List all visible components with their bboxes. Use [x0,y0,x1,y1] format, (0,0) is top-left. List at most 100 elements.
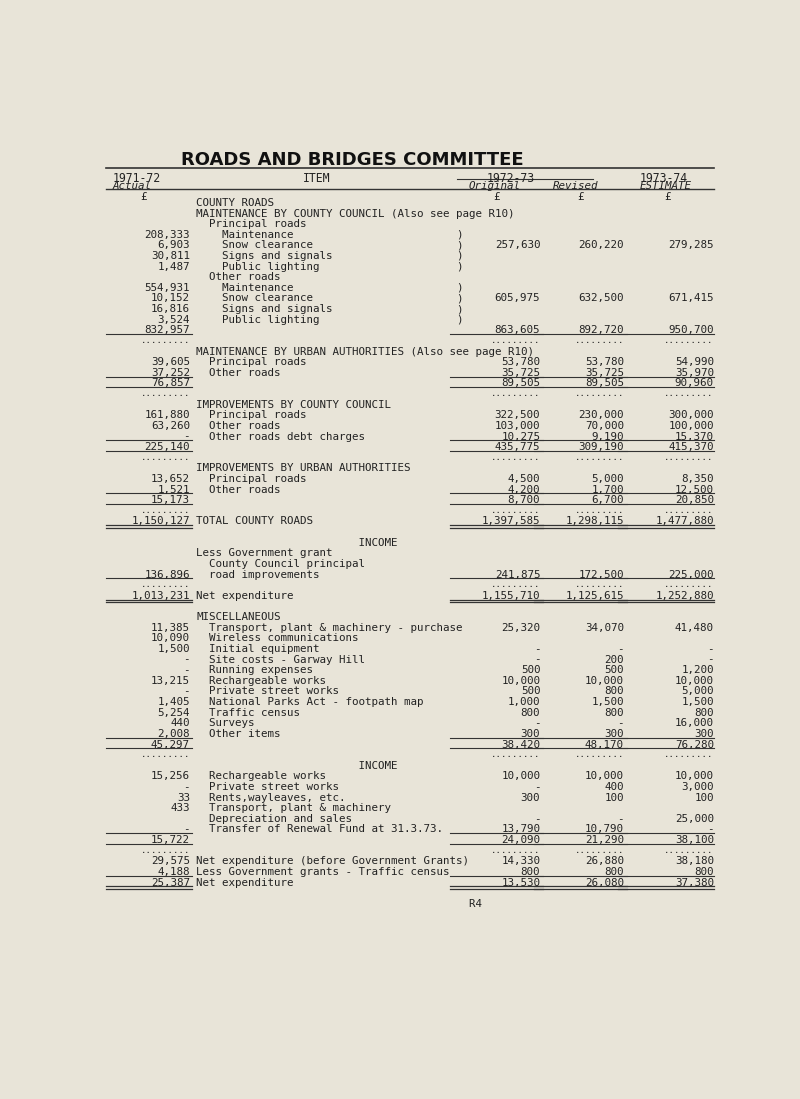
Text: INCOME: INCOME [196,537,398,547]
Text: -: - [183,655,190,665]
Text: 300: 300 [521,792,540,802]
Text: 260,220: 260,220 [578,241,624,251]
Text: Signs and signals: Signs and signals [196,251,333,260]
Text: .........: ......... [664,846,714,855]
Text: Principal roads: Principal roads [196,357,306,367]
Text: 605,975: 605,975 [494,293,540,303]
Text: 554,931: 554,931 [144,282,190,292]
Text: 16,000: 16,000 [674,719,714,729]
Text: £: £ [664,192,670,202]
Text: -: - [618,719,624,729]
Text: ITEM: ITEM [303,173,330,186]
Text: 15,173: 15,173 [151,496,190,506]
Text: 5,000: 5,000 [591,474,624,484]
Text: .........: ......... [490,336,540,345]
Text: 230,000: 230,000 [578,410,624,420]
Text: -: - [534,655,540,665]
Text: 89,505: 89,505 [501,378,540,388]
Text: 500: 500 [605,665,624,675]
Text: Net expenditure: Net expenditure [196,878,294,888]
Text: 257,630: 257,630 [494,241,540,251]
Text: 35,725: 35,725 [501,368,540,378]
Text: 3,000: 3,000 [682,782,714,792]
Text: 25,387: 25,387 [151,878,190,888]
Text: 241,875: 241,875 [494,569,540,579]
Text: 225,140: 225,140 [144,442,190,452]
Text: Surveys: Surveys [196,719,254,729]
Text: 1,487: 1,487 [158,262,190,271]
Text: 100: 100 [694,792,714,802]
Text: 632,500: 632,500 [578,293,624,303]
Text: ESTIMATE: ESTIMATE [639,181,691,191]
Text: 37,252: 37,252 [151,368,190,378]
Text: 5,254: 5,254 [158,708,190,718]
Text: 26,080: 26,080 [585,878,624,888]
Text: Transport, plant & machinery: Transport, plant & machinery [196,803,391,813]
Text: -: - [534,719,540,729]
Text: 832,957: 832,957 [144,325,190,335]
Text: MAINTENANCE BY COUNTY COUNCIL (Also see page R10): MAINTENANCE BY COUNTY COUNCIL (Also see … [196,209,514,219]
Text: road improvements: road improvements [196,569,320,579]
Text: .........: ......... [574,506,624,514]
Text: Private street works: Private street works [196,687,339,697]
Text: 400: 400 [605,782,624,792]
Text: Less Government grants - Traffic census: Less Government grants - Traffic census [196,867,450,877]
Text: 11,385: 11,385 [151,623,190,633]
Text: 9,190: 9,190 [591,432,624,442]
Text: 13,790: 13,790 [501,824,540,834]
Text: 950,700: 950,700 [668,325,714,335]
Text: 10,000: 10,000 [501,771,540,781]
Text: Signs and signals: Signs and signals [196,304,333,314]
Text: .........: ......... [140,751,190,759]
Text: 309,190: 309,190 [578,442,624,452]
Text: MAINTENANCE BY URBAN AUTHORITIES (Also see page R10): MAINTENANCE BY URBAN AUTHORITIES (Also s… [196,346,534,356]
Text: 4,188: 4,188 [158,867,190,877]
Text: Other roads debt charges: Other roads debt charges [196,432,365,442]
Text: 10,000: 10,000 [501,676,540,686]
Text: 500: 500 [521,687,540,697]
Text: Rechargeable works: Rechargeable works [196,771,326,781]
Text: ): ) [457,251,463,260]
Text: 54,990: 54,990 [674,357,714,367]
Text: 671,415: 671,415 [668,293,714,303]
Text: .........: ......... [140,336,190,345]
Text: 136,896: 136,896 [144,569,190,579]
Text: 300: 300 [694,729,714,739]
Text: 8,350: 8,350 [682,474,714,484]
Text: 100: 100 [605,792,624,802]
Text: 20,850: 20,850 [674,496,714,506]
Text: 13,215: 13,215 [151,676,190,686]
Text: Traffic census: Traffic census [196,708,300,718]
Text: 10,000: 10,000 [585,771,624,781]
Text: .........: ......... [664,751,714,759]
Text: 10,000: 10,000 [674,771,714,781]
Text: Site costs - Garway Hill: Site costs - Garway Hill [196,655,365,665]
Text: 1,200: 1,200 [682,665,714,675]
Text: 26,880: 26,880 [585,856,624,866]
Text: -: - [183,665,190,675]
Text: 76,280: 76,280 [674,740,714,750]
Text: ): ) [457,314,463,324]
Text: Other roads: Other roads [196,273,281,282]
Text: 41,480: 41,480 [674,623,714,633]
Text: .........: ......... [140,389,190,398]
Text: -: - [707,644,714,654]
Text: ): ) [457,262,463,271]
Text: ROADS AND BRIDGES COMMITTEE: ROADS AND BRIDGES COMMITTEE [181,152,523,169]
Text: 35,970: 35,970 [674,368,714,378]
Text: 89,505: 89,505 [585,378,624,388]
Text: County Council principal: County Council principal [196,559,365,569]
Text: 161,880: 161,880 [144,410,190,420]
Text: 3,524: 3,524 [158,314,190,324]
Text: -: - [618,644,624,654]
Text: INCOME: INCOME [196,761,398,770]
Text: 14,330: 14,330 [501,856,540,866]
Text: 1,500: 1,500 [682,697,714,707]
Text: 15,722: 15,722 [151,835,190,845]
Text: IMPROVEMENTS BY COUNTY COUNCIL: IMPROVEMENTS BY COUNTY COUNCIL [196,400,391,410]
Text: -: - [534,782,540,792]
Text: 39,605: 39,605 [151,357,190,367]
Text: 800: 800 [694,867,714,877]
Text: Other roads: Other roads [196,485,281,495]
Text: 800: 800 [521,867,540,877]
